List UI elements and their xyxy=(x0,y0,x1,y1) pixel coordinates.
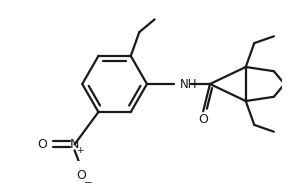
Text: NH: NH xyxy=(180,77,198,91)
Text: O: O xyxy=(198,113,208,126)
Text: N: N xyxy=(70,138,79,151)
Text: O: O xyxy=(77,169,86,182)
Text: O: O xyxy=(37,138,47,151)
Text: +: + xyxy=(76,146,84,155)
Text: −: − xyxy=(84,178,93,187)
